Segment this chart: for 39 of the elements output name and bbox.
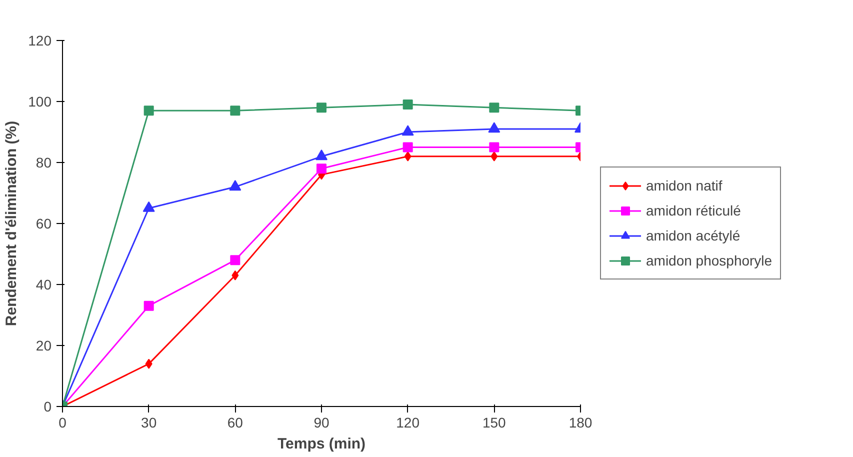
- y-tick-label: 60: [36, 216, 52, 232]
- y-tick-label: 40: [36, 276, 52, 292]
- legend-label: amidon acétylé: [646, 228, 740, 244]
- y-tick-label: 80: [36, 154, 52, 170]
- legend-label: amidon phosphoryle: [646, 252, 772, 268]
- point: [142, 201, 155, 212]
- point: [144, 106, 154, 116]
- point: [404, 151, 412, 162]
- x-axis-title: Temps (min): [277, 436, 366, 452]
- point: [144, 300, 154, 311]
- point: [489, 102, 500, 113]
- x-tick-label: 150: [482, 414, 506, 430]
- point: [489, 142, 500, 152]
- x-tick-label: 30: [141, 414, 157, 430]
- x-tick-label: 120: [396, 414, 420, 430]
- y-tick-label: 120: [28, 32, 52, 48]
- point: [145, 358, 152, 369]
- point: [316, 102, 326, 113]
- point: [229, 180, 242, 191]
- point: [316, 164, 326, 174]
- point: [230, 106, 240, 116]
- point: [488, 122, 500, 133]
- legend-label: amidon réticulé: [646, 202, 741, 218]
- x-tick-label: 60: [227, 414, 244, 430]
- y-tick-label: 0: [44, 398, 52, 414]
- x-tick-label: 90: [314, 414, 330, 430]
- point: [316, 150, 328, 160]
- point: [402, 100, 413, 110]
- y-tick-label: 20: [36, 338, 52, 354]
- point: [402, 142, 413, 152]
- point: [490, 151, 498, 162]
- point: [232, 270, 239, 280]
- point: [230, 255, 240, 266]
- point: [402, 125, 414, 136]
- x-tick-label: 180: [568, 414, 592, 430]
- legend-label: amidon natif: [646, 178, 722, 194]
- x-tick-label: 0: [58, 414, 67, 430]
- y-tick-label: 100: [28, 94, 52, 110]
- y-axis-title: Rendement d'élimination (%): [3, 120, 20, 326]
